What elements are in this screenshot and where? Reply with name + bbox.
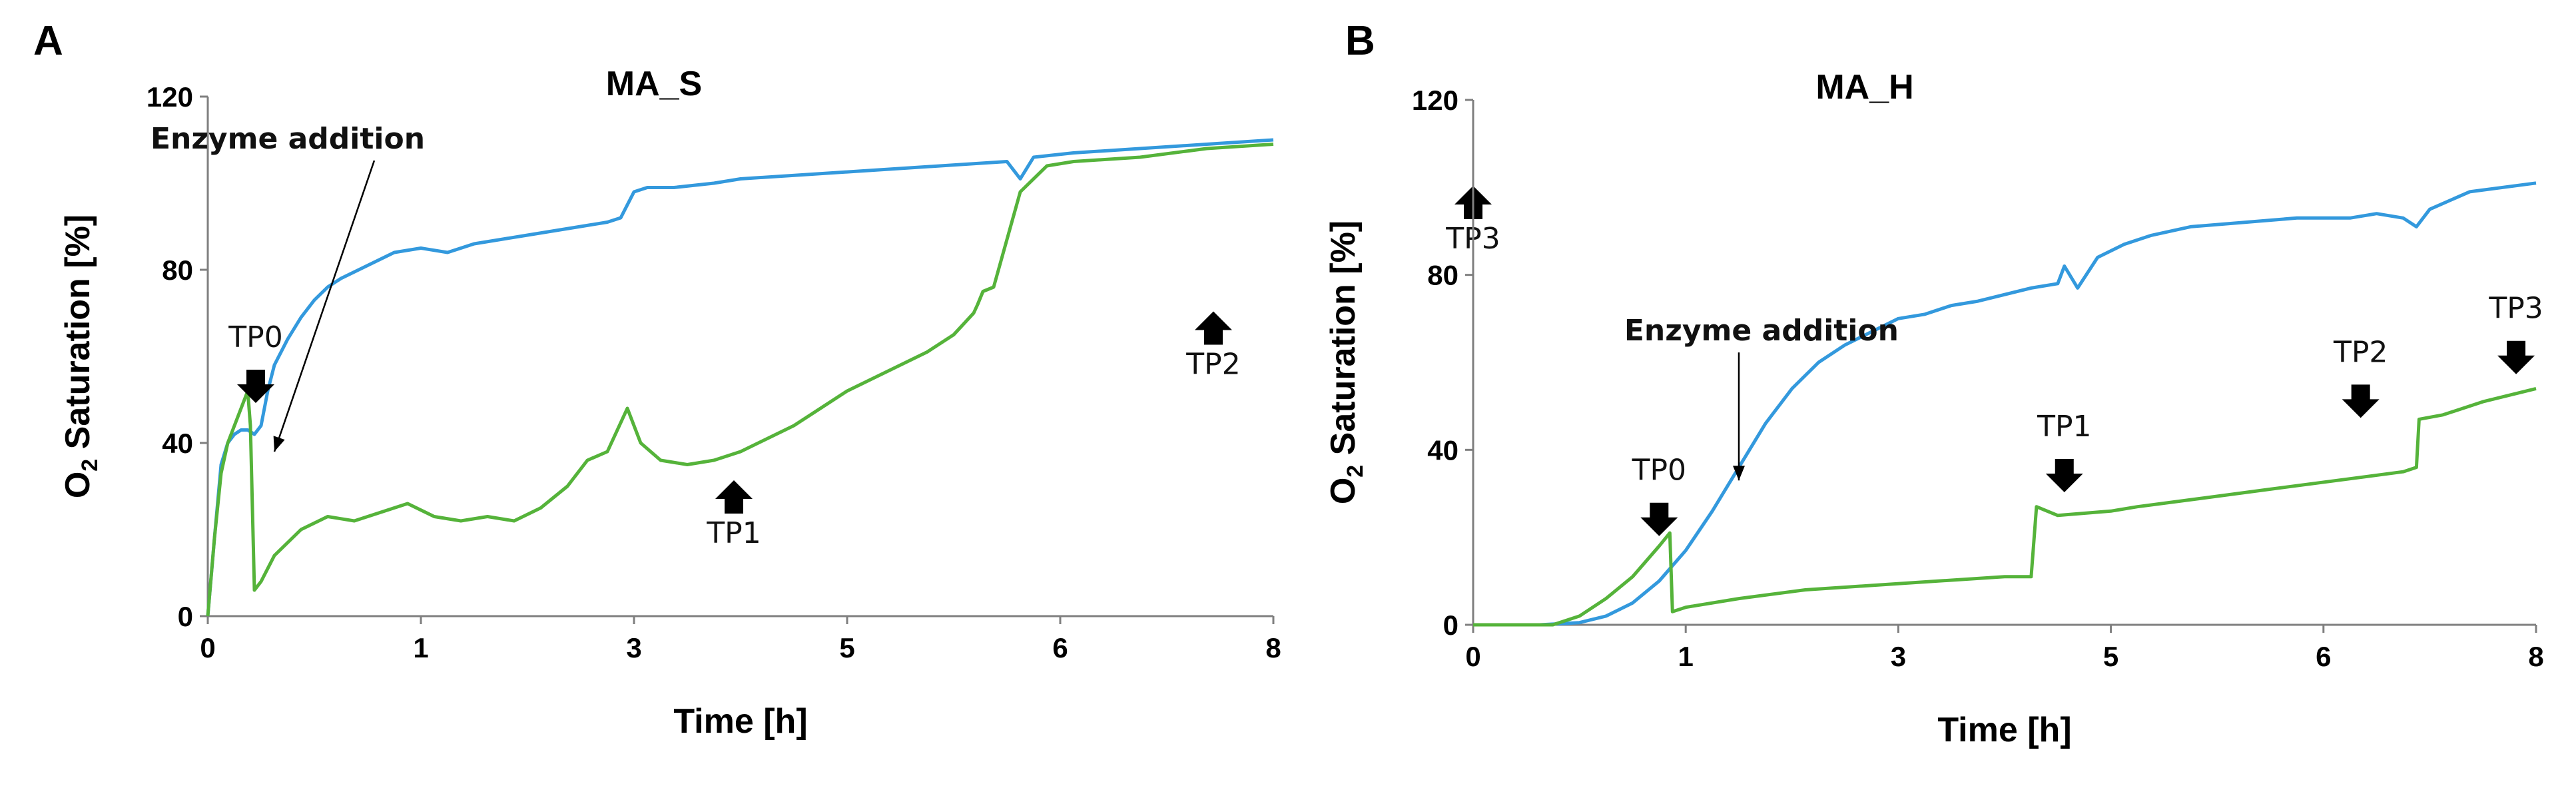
y-axis-label-main: O <box>1324 478 1363 504</box>
annotation-arrow-tp0-icon <box>237 370 274 403</box>
series-line-blue <box>1473 181 2537 627</box>
x-tick-label: 1 <box>413 632 428 663</box>
annotation-arrow-head <box>273 436 285 452</box>
x-tick-label: 0 <box>1465 641 1480 672</box>
x-axis-label: Time [h] <box>1937 711 2071 749</box>
y-axis-label-rest: Saturation [%] <box>59 214 97 459</box>
annotation-tp1: TP1 <box>2037 410 2091 444</box>
y-tick-label: 120 <box>1412 85 1458 116</box>
series-line-green <box>206 143 1274 617</box>
series-line-blue <box>206 138 1274 617</box>
annotation-arrow-tp1-icon <box>715 480 753 514</box>
y-axis-label: O2 Saturation [%] <box>1324 220 1368 504</box>
y-tick-label: 80 <box>1427 260 1458 291</box>
y-tick-label: 0 <box>1443 609 1458 641</box>
x-tick-label: 8 <box>1265 632 1281 663</box>
annotation-tp0: TP0 <box>1632 454 1686 488</box>
y-axis-label-sub: 2 <box>77 459 103 472</box>
x-tick-label: 1 <box>1678 641 1694 672</box>
x-tick-label: 8 <box>2528 641 2543 672</box>
x-tick-label: 5 <box>839 632 854 663</box>
annotation-arrow-head <box>1733 466 1745 481</box>
annotation-enzyme-addition: Enzyme addition <box>151 122 425 156</box>
annotation-tp2: TP2 <box>1185 348 1240 382</box>
annotation-enzyme-addition: Enzyme addition <box>1624 314 1899 348</box>
annotation-arrow-tp3-icon <box>2497 340 2535 374</box>
panel-b: B 0 40 80 120 0 1 3 5 6 8 MA_H Time [h] O2 Saturatio… <box>1324 18 2544 749</box>
annotation-arrow-tp2-icon <box>1195 311 1232 345</box>
annotation-tp2: TP2 <box>2333 335 2388 369</box>
x-tick-label: 6 <box>1052 632 1068 663</box>
annotation-arrow-tp0-icon <box>1640 502 1678 536</box>
annotation-tp0: TP0 <box>228 320 282 354</box>
panel-letter-a: A <box>33 18 63 64</box>
x-tick-label: 3 <box>626 632 641 663</box>
annotation-tp3: TP3 <box>2488 292 2543 326</box>
annotation-tp1: TP1 <box>706 516 761 550</box>
y-tick-label: 40 <box>162 428 193 459</box>
annotation-arrow-tp1-icon <box>2045 459 2083 493</box>
y-tick-label: 80 <box>162 254 193 286</box>
annotation-arrow-tp2-icon <box>2342 384 2380 418</box>
chart-title: MA_S <box>606 65 702 103</box>
y-axis-label-main: O <box>59 472 97 498</box>
panel-letter-b: B <box>1345 18 1375 64</box>
y-tick-label: 120 <box>147 81 193 113</box>
x-tick-label: 3 <box>1891 641 1906 672</box>
chart-title: MA_H <box>1815 68 1913 107</box>
y-axis-label-rest: Saturation [%] <box>1324 220 1363 465</box>
y-tick-label: 40 <box>1427 434 1458 466</box>
series-line-green <box>1473 386 2537 627</box>
annotation-arrow-line <box>273 160 376 452</box>
x-tick-label: 5 <box>2103 641 2118 672</box>
y-tick-label: 0 <box>178 601 193 632</box>
x-tick-label: 6 <box>2316 641 2331 672</box>
x-tick-label: 0 <box>200 632 215 663</box>
x-axis-label: Time [h] <box>673 702 807 741</box>
y-axis-label-sub: 2 <box>1343 465 1368 478</box>
y-axis-label: O2 Saturation [%] <box>59 214 103 498</box>
